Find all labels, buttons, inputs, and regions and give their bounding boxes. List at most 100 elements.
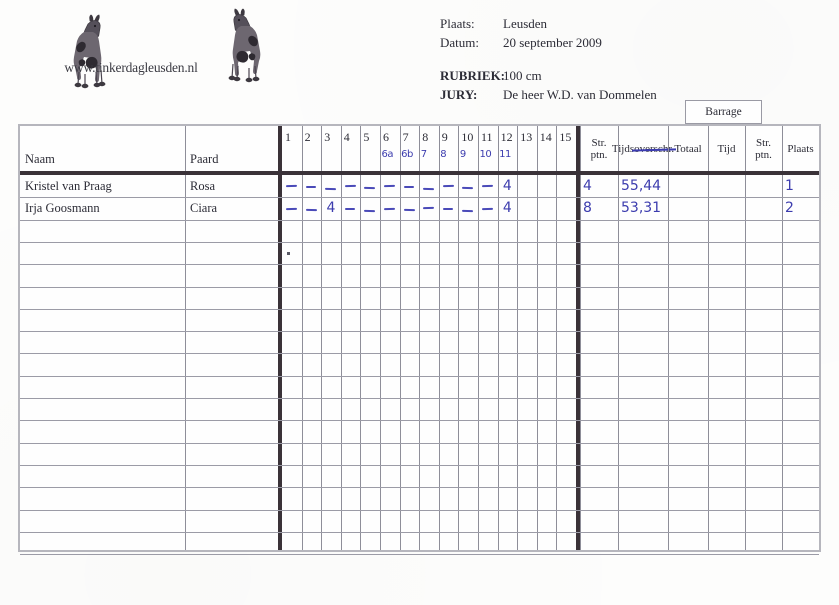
cell-paard[interactable] xyxy=(185,264,278,286)
table-row[interactable] xyxy=(20,287,185,309)
grid-vline-obstacle-7 xyxy=(419,126,421,550)
grid-hline-6 xyxy=(20,308,819,310)
barrage-header-box: Barrage xyxy=(685,100,762,124)
header-obstacle-6: 6 xyxy=(383,130,389,144)
cell-paard[interactable] xyxy=(185,242,278,264)
plaats-label: Plaats: xyxy=(440,16,475,31)
event-meta-block: Plaats: Leusden Datum: 20 september 2009… xyxy=(440,14,657,104)
handwritten-mark-faults: 4 xyxy=(326,200,336,217)
grid-hline-10 xyxy=(20,398,819,399)
table-row[interactable]: Kristel van Praag xyxy=(25,178,112,193)
header-obstacle-1: 1 xyxy=(285,130,291,144)
grid-vline-1 xyxy=(580,126,581,550)
cell-paard[interactable] xyxy=(185,398,278,420)
header-obstacle-14: 14 xyxy=(539,130,552,144)
meta-spacer xyxy=(440,52,657,66)
handwritten-obstacle-label-col11: 10 xyxy=(479,149,492,160)
grid-thick-divider-left xyxy=(278,126,282,550)
barrage-label: Barrage xyxy=(705,106,742,118)
cell-paard[interactable] xyxy=(185,487,278,509)
table-row[interactable] xyxy=(20,376,185,398)
grid-vline-5 xyxy=(745,126,746,550)
meta-row-plaats: Plaats: Leusden xyxy=(440,14,657,33)
cell-paard[interactable] xyxy=(185,532,278,554)
table-row[interactable] xyxy=(20,331,185,353)
cell-paard[interactable]: Rosa xyxy=(190,178,215,193)
grid-vline-obstacle-12 xyxy=(517,126,519,550)
grid-hline-4 xyxy=(20,264,819,266)
grid-vline-obstacle-9 xyxy=(458,126,460,550)
handwritten-plaats: 1 xyxy=(785,178,794,194)
jury-value: De heer W.D. van Dommelen xyxy=(503,87,657,102)
header-obstacle-7: 7 xyxy=(402,130,409,144)
handwritten-obstacle-label-col6: 6a xyxy=(381,149,394,160)
grid-vline-6 xyxy=(782,126,783,550)
table-row[interactable] xyxy=(20,465,185,487)
grid-vline-2 xyxy=(618,126,619,550)
header-obstacle-10: 10 xyxy=(461,130,474,144)
website-url-text: www.tinkerdagleusden.nl xyxy=(64,60,198,75)
table-row[interactable] xyxy=(20,420,185,442)
table-row[interactable] xyxy=(20,443,185,465)
handwritten-mark-dash xyxy=(364,186,375,189)
handwritten-mark-dash xyxy=(462,209,474,212)
handwritten-mark-dash xyxy=(423,206,434,209)
table-row[interactable] xyxy=(20,487,185,509)
cell-paard[interactable] xyxy=(185,287,278,309)
header-totaal: Totaal xyxy=(674,142,702,155)
handwritten-mark-dash xyxy=(383,207,395,210)
grid-hline-11 xyxy=(20,420,819,422)
horse-icon xyxy=(228,8,261,83)
grid-hline-12 xyxy=(20,442,819,444)
meta-row-jury: JURY: De heer W.D. van Dommelen xyxy=(440,85,657,104)
grid-vline-obstacle-14 xyxy=(556,126,558,550)
handwritten-mark-dash xyxy=(344,185,356,188)
grid-hline-14 xyxy=(20,487,819,489)
header-obstacle-4: 4 xyxy=(343,130,350,144)
cell-paard[interactable] xyxy=(185,465,278,487)
handwritten-mark-dash xyxy=(481,184,493,187)
cell-paard[interactable] xyxy=(185,376,278,398)
table-row[interactable] xyxy=(20,532,185,554)
table-row[interactable]: Irja Goosmann xyxy=(25,200,100,215)
cell-paard[interactable] xyxy=(185,420,278,442)
handwritten-mark-dash xyxy=(344,208,356,211)
handwritten-mark-dash xyxy=(442,185,454,188)
table-row[interactable] xyxy=(20,398,185,420)
cell-paard[interactable] xyxy=(185,353,278,375)
header-obstacle-13: 13 xyxy=(520,130,533,144)
stray-pencil-dot xyxy=(287,251,290,255)
cell-paard[interactable] xyxy=(185,510,278,532)
cell-paard[interactable] xyxy=(185,443,278,465)
table-row[interactable] xyxy=(20,264,185,286)
handwritten-mark-dash xyxy=(364,209,376,212)
datum-value: 20 september 2009 xyxy=(503,35,602,50)
grid-header-rule xyxy=(20,171,819,175)
cell-paard[interactable] xyxy=(185,331,278,353)
grid-vline-obstacle-11 xyxy=(497,126,499,550)
grid-hline-17 xyxy=(20,554,819,556)
table-row[interactable] xyxy=(20,242,185,264)
table-row[interactable] xyxy=(20,220,185,242)
header-plaats: Plaats xyxy=(787,142,814,155)
cell-paard[interactable] xyxy=(185,220,278,242)
handwritten-tijds: 53,31 xyxy=(621,200,662,217)
table-row[interactable] xyxy=(20,510,185,532)
table-row[interactable] xyxy=(20,353,185,375)
grid-vline-obstacle-4 xyxy=(360,126,362,550)
rubriek-label: RUBRIEK: xyxy=(440,68,506,83)
grid-hline-1 xyxy=(20,197,819,199)
handwritten-mark-dash xyxy=(305,186,317,188)
handwritten-obstacle-label-col10: 9 xyxy=(459,149,466,160)
table-row[interactable] xyxy=(20,309,185,331)
grid-vline-0 xyxy=(185,126,186,550)
grid-vline-obstacle-2 xyxy=(321,126,323,550)
handwritten-mark-dash xyxy=(403,186,415,188)
cell-paard[interactable] xyxy=(185,309,278,331)
header-paard: Paard xyxy=(190,152,219,166)
handwritten-mark-dash xyxy=(403,209,415,211)
grid-vline-obstacle-1 xyxy=(301,126,303,550)
handwritten-obstacle-label-col12: 11 xyxy=(499,149,511,160)
cell-paard[interactable]: Ciara xyxy=(190,200,218,215)
